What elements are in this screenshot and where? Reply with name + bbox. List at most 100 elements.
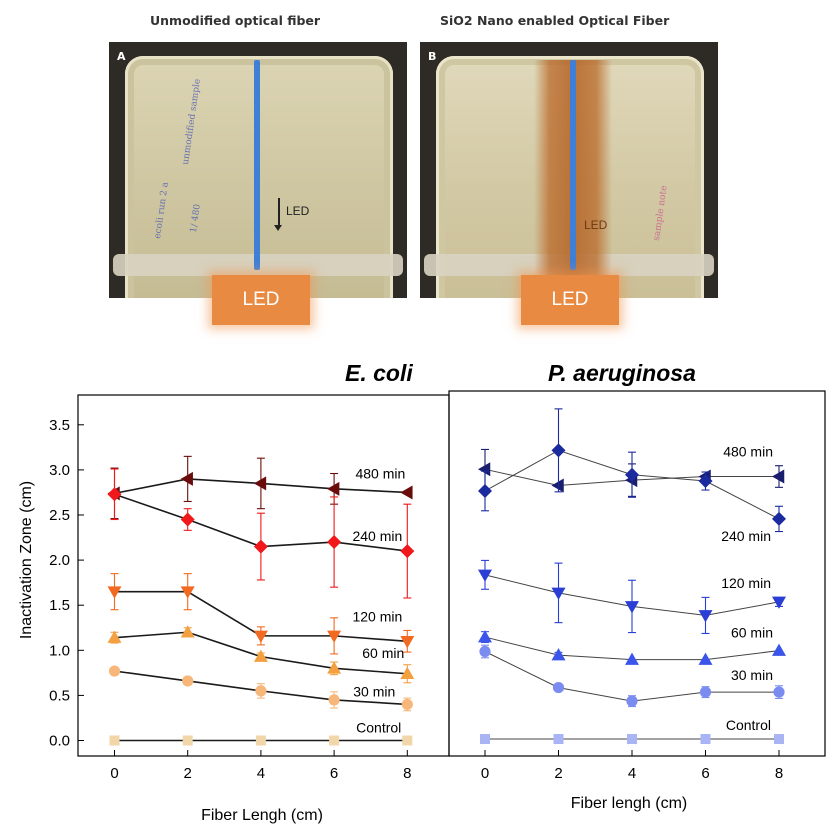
series-label: 120 min <box>352 608 402 624</box>
marker-60-min <box>400 666 415 680</box>
series-label: 240 min <box>721 528 771 544</box>
marker-30-min <box>108 665 121 677</box>
y-axis-title: Inactivation Zone (cm) <box>18 481 35 639</box>
marker-240-min <box>253 539 268 554</box>
series-120-min <box>478 559 786 635</box>
marker-60-min <box>327 661 342 674</box>
series-label: 480 min <box>355 465 405 481</box>
marker-control <box>553 734 564 744</box>
photo-a-title: Unmodified optical fiber <box>150 13 321 28</box>
y-tick-label: 2.0 <box>49 552 70 569</box>
series-240-min <box>478 408 786 533</box>
chart-title-paeruginosa: P. aeruginosa <box>548 360 696 386</box>
y-tick-label: 1.5 <box>49 597 70 614</box>
marker-240-min <box>180 512 195 527</box>
marker-120-min <box>107 586 122 599</box>
marker-control <box>329 735 340 746</box>
marker-240-min <box>772 511 786 526</box>
y-tick-label: 2.5 <box>49 507 70 524</box>
x-tick-label: 4 <box>257 765 265 782</box>
marker-control <box>402 735 413 746</box>
marker-120-min <box>551 587 566 600</box>
marker-60-min <box>478 630 492 643</box>
led-box-a: LED <box>212 275 310 325</box>
marker-240-min <box>478 483 492 498</box>
y-tick-label: 0.0 <box>49 733 70 750</box>
series-control <box>480 734 784 744</box>
marker-120-min <box>698 610 713 623</box>
x-tick-label: 8 <box>775 765 783 782</box>
marker-control <box>255 735 266 746</box>
chart-title-ecoli: E. coli <box>345 360 413 386</box>
marker-30-min <box>328 694 340 706</box>
marker-60-min <box>253 649 268 662</box>
marker-control <box>700 734 711 744</box>
y-tick-label: 0.5 <box>49 687 70 704</box>
series-label: 60 min <box>362 645 404 661</box>
marker-120-min <box>625 601 639 614</box>
marker-30-min <box>699 686 712 698</box>
series-240-min <box>107 468 415 599</box>
led-box-b: LED <box>521 275 619 325</box>
plot-frame-paeruginosa <box>448 390 826 757</box>
plot-frame-ecoli <box>77 394 450 757</box>
series-control <box>109 735 413 746</box>
panel-letter: A <box>117 50 126 63</box>
x-tick-label: 0 <box>110 765 118 782</box>
photo-panel-a: unmodified sample ecoli run 2 a 1/ 480 L… <box>109 42 407 298</box>
marker-control <box>480 734 490 744</box>
down-arrow-icon <box>275 198 281 231</box>
marker-120-min <box>327 630 342 643</box>
series-label: Control <box>356 720 401 736</box>
series-60-min <box>478 630 786 665</box>
x-axis-title-paeruginosa: Fiber lengh (cm) <box>571 795 687 812</box>
axis-layer: 0 2 4 6 8 0.0 0.5 1.0 1.5 2.0 2.5 3.0 3.5 0 2 4 6 8 <box>49 417 783 782</box>
marker-60-min <box>625 652 639 665</box>
series-120-min <box>107 573 415 655</box>
panel-letter: B <box>428 50 437 63</box>
optical-fiber <box>254 60 260 270</box>
y-tick-label: 1.0 <box>49 642 70 659</box>
series-label: 60 min <box>731 625 773 641</box>
series-30-min <box>108 665 413 712</box>
marker-480-min <box>772 469 785 484</box>
in-plate-led-label: LED <box>286 204 310 218</box>
y-tick-label: 3.0 <box>49 462 70 479</box>
label-layer: 480 min 240 min 120 min 60 min 30 min Control… <box>352 444 773 736</box>
marker-240-min <box>327 535 342 550</box>
marker-30-min <box>255 685 267 697</box>
series-label: 480 min <box>723 444 773 460</box>
series-label: 120 min <box>721 575 771 591</box>
marker-480-min <box>478 462 491 477</box>
marker-240-min <box>625 467 639 482</box>
marker-120-min <box>478 569 492 582</box>
marker-480-min <box>327 481 340 496</box>
marker-240-min <box>698 474 713 489</box>
series-layer <box>107 408 786 746</box>
x-tick-label: 0 <box>481 765 489 782</box>
marker-60-min <box>698 652 713 665</box>
in-plate-led-label: LED <box>584 218 608 232</box>
series-label: 240 min <box>352 528 402 544</box>
optical-fiber <box>570 60 576 270</box>
series-label: 30 min <box>353 683 395 699</box>
marker-30-min <box>182 675 194 687</box>
marker-480-min <box>551 478 564 493</box>
y-tick-label: 3.5 <box>49 417 70 434</box>
marker-control <box>109 735 120 746</box>
marker-30-min <box>773 686 785 698</box>
marker-120-min <box>180 586 195 599</box>
marker-120-min <box>400 636 415 649</box>
marker-60-min <box>772 643 786 656</box>
marker-240-min <box>400 544 415 559</box>
marker-30-min <box>401 698 413 711</box>
marker-30-min <box>626 695 638 707</box>
x-tick-label: 6 <box>330 765 338 782</box>
marker-480-min <box>253 476 267 491</box>
marker-control <box>627 734 637 744</box>
marker-30-min <box>479 645 491 658</box>
x-tick-label: 4 <box>628 765 636 782</box>
series-30-min <box>479 644 785 708</box>
marker-480-min <box>400 485 413 500</box>
